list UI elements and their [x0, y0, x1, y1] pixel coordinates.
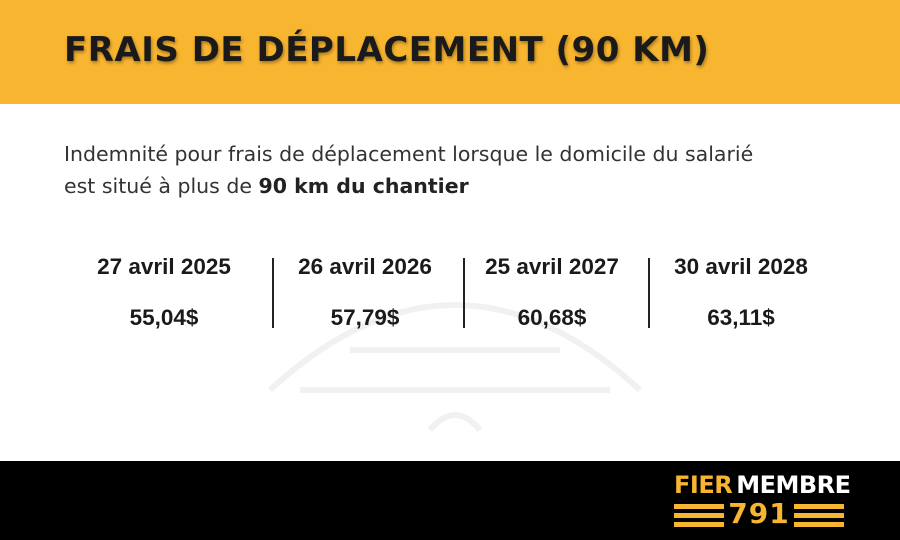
rate-amount: 57,79$	[330, 305, 400, 330]
header-banner: FRAIS DE DÉPLACEMENT (90 KM)	[0, 0, 900, 104]
rate-column-2027: 25 avril 2027 60,68$	[457, 252, 647, 333]
logo-word-membre: MEMBRE	[736, 471, 851, 499]
logo-stripe	[674, 522, 724, 527]
intro-text: Indemnité pour frais de déplacement lors…	[64, 142, 754, 198]
logo-wordmark: FIER MEMBRE	[674, 472, 851, 498]
rate-date: 25 avril 2027	[485, 254, 619, 279]
logo-number-row: 791	[674, 497, 844, 530]
fier-membre-791-logo: FIER MEMBRE 791	[674, 472, 851, 530]
column-divider	[463, 258, 465, 328]
intro-paragraph: Indemnité pour frais de déplacement lors…	[64, 138, 784, 202]
rate-column-2025: 27 avril 2025 55,04$	[69, 252, 259, 333]
rate-column-2026: 26 avril 2026 57,79$	[270, 252, 460, 333]
rate-date: 26 avril 2026	[298, 254, 432, 279]
logo-stripe	[794, 504, 844, 509]
watermark-logo-icon	[267, 302, 643, 432]
rate-date: 30 avril 2028	[674, 254, 808, 279]
logo-stripe	[794, 522, 844, 527]
rate-amount: 63,11$	[707, 305, 775, 330]
logo-number: 791	[728, 497, 790, 530]
column-divider	[648, 258, 650, 328]
logo-stripe	[674, 504, 724, 509]
rate-column-2028: 30 avril 2028 63,11$	[646, 252, 836, 333]
page-title: FRAIS DE DÉPLACEMENT (90 KM)	[64, 30, 710, 70]
column-divider	[272, 258, 274, 328]
rate-amount: 60,68$	[517, 305, 587, 330]
footer-bar	[0, 461, 900, 540]
rate-date: 27 avril 2025	[97, 254, 231, 279]
rate-amount: 55,04$	[129, 305, 199, 330]
logo-stripe	[674, 513, 724, 518]
logo-stripe	[794, 513, 844, 518]
logo-word-fier: FIER	[674, 471, 733, 499]
intro-emphasis: 90 km du chantier	[258, 174, 469, 198]
